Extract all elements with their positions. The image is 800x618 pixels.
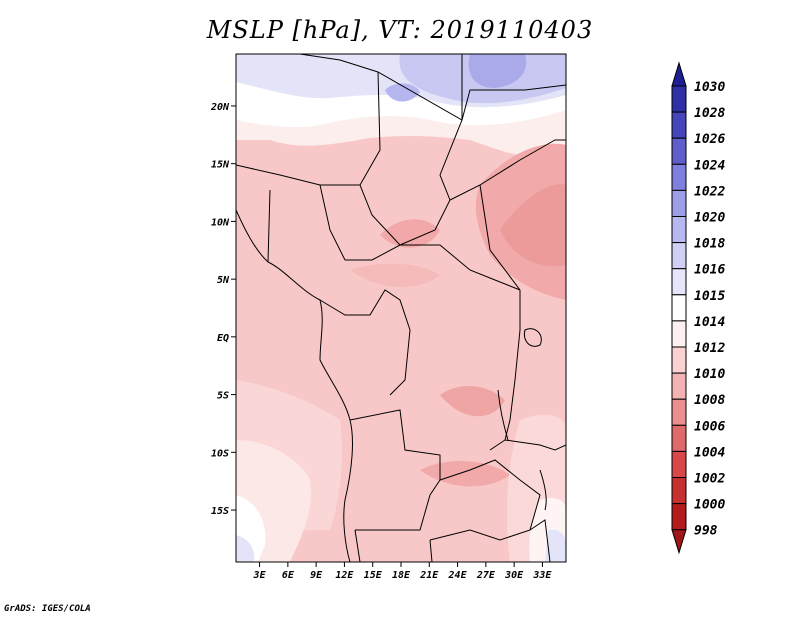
- colorbar-box: [672, 347, 686, 373]
- y-tick-label: 10S: [211, 448, 229, 459]
- colorbar-label: 1018: [694, 237, 725, 252]
- colorbar-triangle-top: [672, 63, 686, 86]
- x-tick-label: 12E: [335, 570, 354, 581]
- y-axis: 20N 15N 10N 5N EQ 5S 10S 15S: [210, 102, 236, 517]
- x-tick-label: 9E: [310, 570, 323, 581]
- colorbar-box: [672, 478, 686, 504]
- colorbar-box: [672, 425, 686, 451]
- colorbar-label: 1026: [694, 132, 725, 147]
- colorbar-box: [672, 321, 686, 347]
- colorbar-label: 1015: [694, 289, 725, 304]
- x-tick-label: 6E: [282, 570, 295, 581]
- colorbar-box: [672, 164, 686, 190]
- colorbar-label: 1024: [694, 158, 725, 173]
- y-tick-label: 15S: [211, 506, 229, 517]
- x-tick-label: 18E: [392, 570, 411, 581]
- colorbar-label: 1012: [694, 341, 725, 356]
- colorbar-label: 1030: [694, 80, 725, 95]
- x-tick-label: 3E: [253, 570, 267, 581]
- colorbar-label: 1006: [694, 419, 725, 434]
- colorbar-label: 1020: [694, 211, 725, 226]
- x-axis: 3E 6E 9E 12E 15E 18E 21E 24E 27E 30E 33E: [253, 562, 553, 581]
- colorbar-box: [672, 399, 686, 425]
- x-tick-label: 30E: [504, 570, 524, 581]
- x-tick-label: 15E: [364, 570, 383, 581]
- x-tick-label: 33E: [532, 570, 552, 581]
- y-tick-label: 10N: [211, 217, 230, 228]
- colorbar: [672, 63, 686, 553]
- colorbar-label: 1000: [694, 498, 725, 513]
- colorbar-label: 1016: [694, 263, 725, 278]
- colorbar-label: 1028: [694, 106, 725, 121]
- y-tick-label: 15N: [211, 160, 230, 171]
- colorbar-triangle-bottom: [672, 530, 686, 553]
- map-area: [236, 54, 566, 562]
- colorbar-label: 1004: [694, 445, 725, 460]
- colorbar-labels: 1030 1028 1026 1024 1022 1020 1018 1016 1015 1014…: [694, 80, 725, 539]
- colorbar-box: [672, 112, 686, 138]
- colorbar-label: 1014: [694, 315, 725, 330]
- colorbar-label: 1010: [694, 367, 725, 382]
- colorbar-box: [672, 373, 686, 399]
- x-tick-label: 27E: [476, 570, 496, 581]
- y-tick-label: EQ: [217, 333, 229, 344]
- colorbar-box: [672, 190, 686, 216]
- x-tick-label: 21E: [419, 570, 439, 581]
- colorbar-label: 1002: [694, 472, 725, 487]
- colorbar-box: [672, 295, 686, 321]
- colorbar-box: [672, 243, 686, 269]
- x-tick-label: 24E: [448, 570, 468, 581]
- colorbar-box: [672, 451, 686, 477]
- chart-canvas: 3E 6E 9E 12E 15E 18E 21E 24E 27E 30E 33E 20N 15N 10N…: [0, 0, 800, 618]
- y-tick-label: 5N: [217, 275, 230, 286]
- colorbar-box: [672, 269, 686, 295]
- y-tick-label: 5S: [217, 391, 229, 402]
- grads-credit: GrADS: IGES/COLA: [4, 604, 91, 614]
- colorbar-box: [672, 217, 686, 243]
- y-tick-label: 20N: [210, 102, 230, 113]
- colorbar-box: [672, 86, 686, 112]
- colorbar-box: [672, 138, 686, 164]
- colorbar-label: 1008: [694, 393, 725, 408]
- colorbar-label: 998: [694, 524, 718, 539]
- colorbar-box: [672, 504, 686, 530]
- colorbar-label: 1022: [694, 184, 725, 199]
